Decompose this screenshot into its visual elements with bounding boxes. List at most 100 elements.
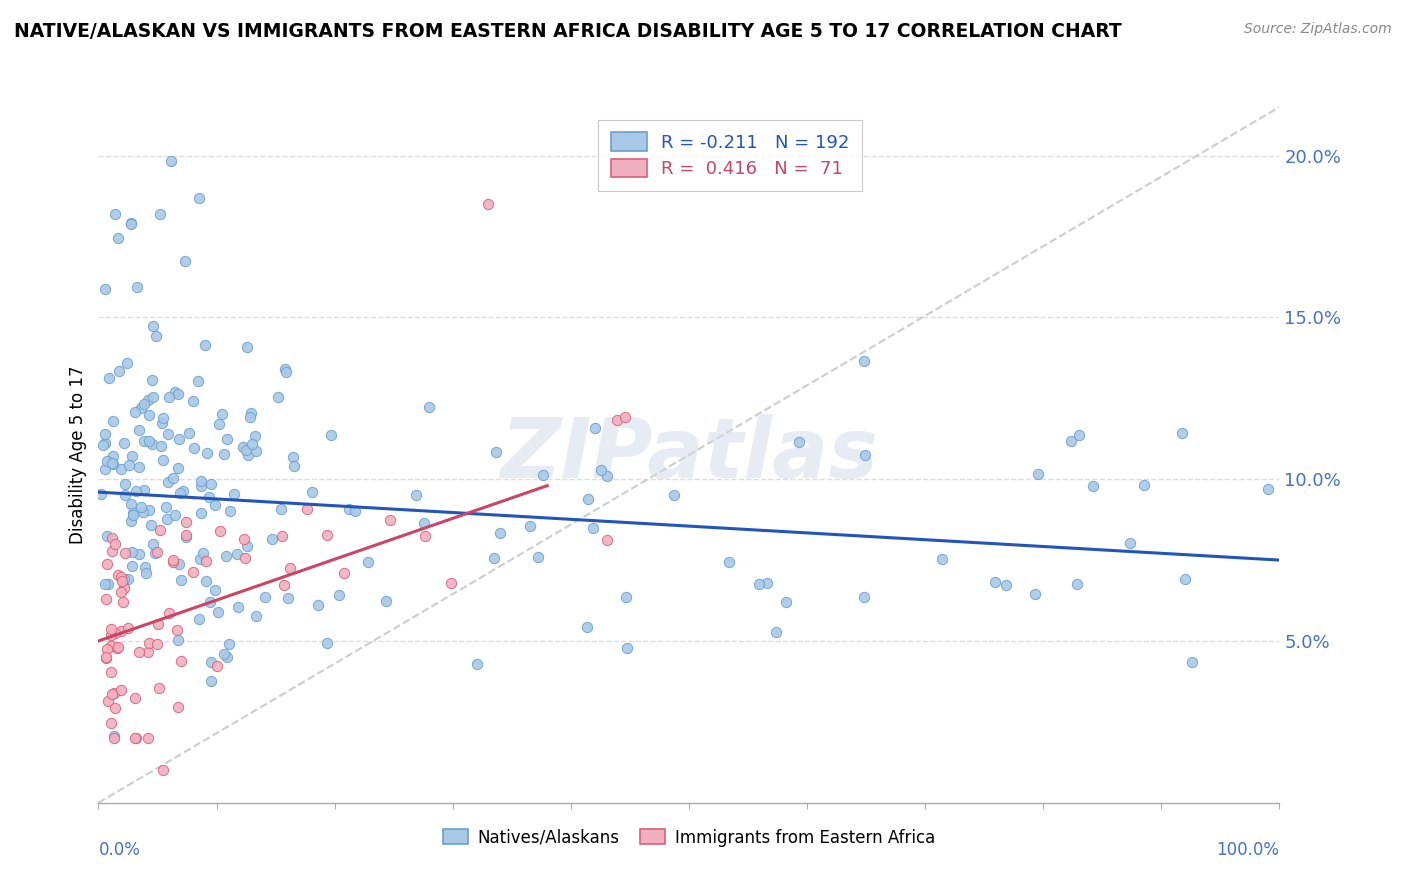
Point — [219, 504, 242, 518]
Point — [103, 686, 125, 700]
Point — [233, 551, 256, 566]
Point — [228, 600, 250, 615]
Point — [108, 363, 131, 377]
Point — [124, 405, 146, 419]
Point — [212, 647, 235, 661]
Point — [413, 516, 436, 530]
Point — [149, 207, 172, 221]
Point — [283, 458, 305, 473]
Point — [131, 504, 153, 518]
Point — [94, 282, 117, 296]
Point — [118, 458, 141, 473]
Point — [316, 635, 339, 649]
Point — [208, 524, 231, 538]
Text: NATIVE/ALASKAN VS IMMIGRANTS FROM EASTERN AFRICA DISABILITY AGE 5 TO 17 CORRELAT: NATIVE/ALASKAN VS IMMIGRANTS FROM EASTER… — [14, 22, 1122, 41]
Point — [215, 549, 238, 563]
Point — [526, 550, 548, 565]
Point — [97, 694, 120, 708]
Text: ZIPatlas: ZIPatlas — [501, 415, 877, 495]
Point — [101, 543, 124, 558]
Point — [145, 637, 167, 651]
Point — [204, 498, 226, 512]
Point — [136, 644, 159, 658]
Point — [110, 683, 132, 698]
Point — [101, 458, 124, 472]
Legend: Natives/Alaskans, Immigrants from Eastern Africa: Natives/Alaskans, Immigrants from Easter… — [443, 829, 935, 847]
Point — [245, 429, 267, 443]
Point — [94, 462, 117, 476]
Point — [166, 623, 188, 637]
Point — [157, 390, 180, 404]
Point — [104, 207, 127, 221]
Point — [662, 488, 685, 502]
Point — [100, 531, 122, 545]
Point — [267, 390, 290, 404]
Point — [245, 608, 267, 623]
Point — [169, 486, 191, 500]
Point — [112, 435, 135, 450]
Point — [167, 387, 190, 401]
Point — [156, 512, 179, 526]
Point — [1060, 434, 1083, 448]
Point — [170, 574, 193, 588]
Point — [136, 731, 159, 745]
Text: 0.0%: 0.0% — [98, 841, 141, 859]
Point — [343, 504, 366, 518]
Point — [853, 354, 876, 368]
Point — [117, 621, 139, 635]
Point — [232, 440, 254, 454]
Point — [132, 434, 155, 449]
Point — [148, 681, 170, 695]
Point — [120, 497, 142, 511]
Point — [295, 502, 318, 516]
Point — [121, 449, 143, 463]
Point — [418, 400, 440, 414]
Point — [94, 426, 117, 441]
Point — [128, 644, 150, 658]
Point — [145, 545, 167, 559]
Point — [96, 454, 118, 468]
Point — [134, 396, 156, 410]
Point — [240, 407, 263, 421]
Point — [149, 523, 172, 537]
Point — [489, 526, 512, 541]
Point — [188, 191, 211, 205]
Point — [190, 474, 212, 488]
Point — [117, 572, 139, 586]
Point — [101, 449, 124, 463]
Point — [96, 641, 118, 656]
Point — [606, 413, 628, 427]
Point — [307, 598, 329, 612]
Point — [128, 460, 150, 475]
Point — [112, 581, 135, 595]
Point — [177, 425, 200, 440]
Point — [170, 654, 193, 668]
Point — [853, 448, 876, 462]
Point — [190, 479, 212, 493]
Point — [465, 657, 488, 672]
Point — [110, 569, 132, 583]
Point — [129, 500, 152, 514]
Point — [1066, 577, 1088, 591]
Point — [245, 443, 267, 458]
Point — [96, 557, 118, 571]
Point — [101, 687, 124, 701]
Point — [273, 578, 295, 592]
Point — [240, 437, 263, 451]
Point — [132, 483, 155, 497]
Point — [319, 427, 342, 442]
Point — [114, 477, 136, 491]
Point — [198, 595, 221, 609]
Point — [1174, 572, 1197, 586]
Point — [120, 514, 142, 528]
Point — [614, 591, 637, 605]
Point — [128, 424, 150, 438]
Point — [117, 356, 139, 370]
Point — [194, 554, 217, 568]
Point — [232, 532, 254, 546]
Point — [787, 434, 810, 449]
Point — [931, 552, 953, 566]
Point — [378, 512, 401, 526]
Point — [174, 254, 197, 268]
Point — [482, 550, 505, 565]
